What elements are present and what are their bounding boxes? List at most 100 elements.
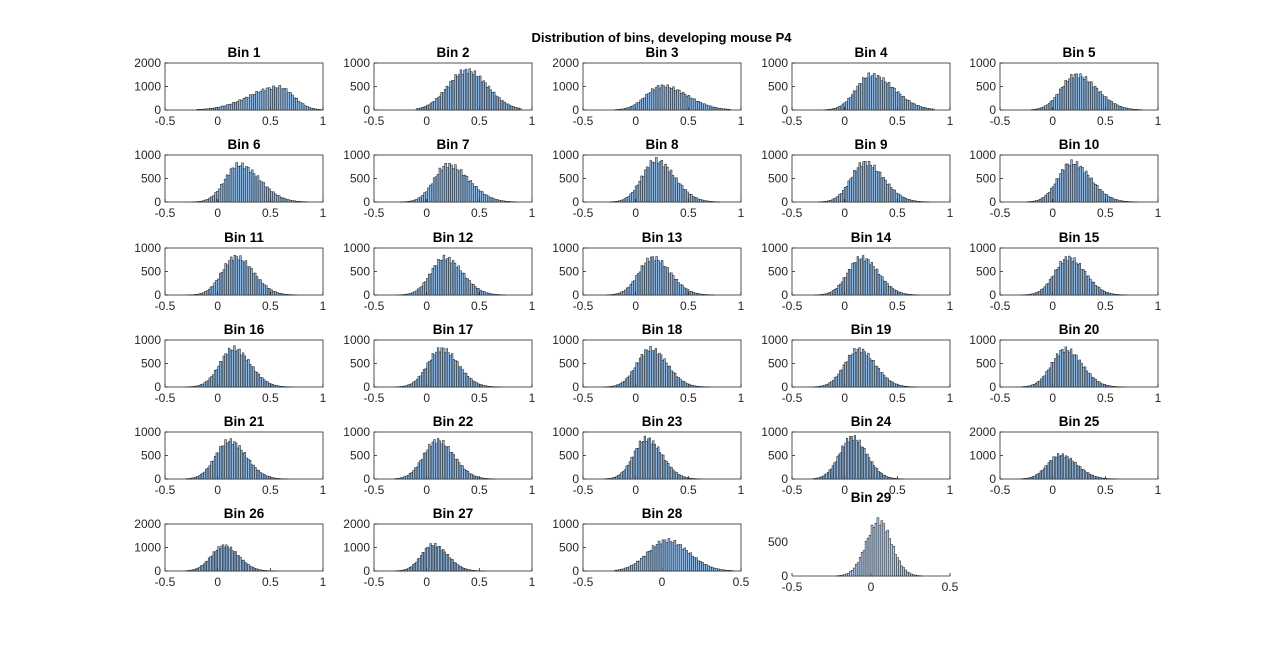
histogram-bar — [682, 476, 685, 480]
histogram-bar — [484, 82, 487, 111]
histogram-bar — [662, 266, 666, 296]
histogram-bar — [703, 103, 706, 111]
histogram-bar — [640, 442, 643, 480]
histogram-bar — [662, 454, 665, 480]
histogram-bar — [627, 286, 631, 296]
histogram-bar — [884, 179, 887, 203]
histogram-bar — [649, 550, 653, 572]
histogram-bar — [473, 186, 476, 203]
histogram-bar — [250, 366, 254, 388]
histogram-bar — [274, 291, 277, 296]
histogram-bar — [207, 288, 211, 296]
histogram-bar — [450, 353, 454, 388]
histogram-bar — [886, 283, 889, 296]
histogram-bar — [1094, 85, 1097, 111]
histogram-bar — [624, 567, 627, 572]
histogram-bar — [871, 167, 874, 203]
histogram-bar — [821, 294, 824, 296]
histogram-bar — [492, 198, 496, 203]
histogram-bar — [1066, 260, 1069, 296]
histogram-bar — [1075, 262, 1078, 296]
histogram-bar — [200, 200, 204, 203]
histogram-bar — [240, 354, 243, 388]
subplot-title: Bin 1 — [227, 45, 260, 60]
histogram-bar — [1123, 201, 1127, 203]
x-tick-label: -0.5 — [155, 299, 176, 313]
subplot-title: Bin 8 — [645, 137, 678, 152]
histogram-bar — [705, 104, 708, 111]
histogram-bar — [217, 452, 220, 480]
y-tick-label: 0 — [572, 195, 579, 209]
histogram-bar — [508, 105, 512, 111]
histogram-bar — [257, 279, 261, 296]
histogram-bar — [432, 177, 436, 203]
histogram-bar — [492, 293, 495, 296]
histogram-bar — [860, 352, 863, 388]
histogram-bar — [667, 365, 670, 388]
histogram-bar — [849, 97, 852, 111]
histogram-bar — [691, 385, 694, 388]
histogram-bar — [610, 385, 614, 388]
histogram-bar — [1064, 163, 1068, 203]
histogram-bar — [1041, 376, 1045, 388]
x-tick-label: 0 — [1049, 114, 1056, 128]
x-tick-label: -0.5 — [364, 299, 385, 313]
histogram-bar — [919, 201, 922, 203]
histogram-bar — [1099, 91, 1102, 111]
histogram-bar — [840, 281, 844, 296]
histogram-bar — [238, 99, 242, 111]
histogram-bar — [199, 384, 203, 388]
histogram-bar — [415, 290, 418, 296]
histogram-bar — [434, 176, 438, 203]
histogram-bar — [612, 385, 615, 388]
histogram-bar — [262, 182, 265, 203]
histogram-bar — [266, 381, 269, 388]
histogram-bar — [1057, 93, 1060, 111]
histogram-bar — [1116, 199, 1119, 203]
histogram-bar — [225, 174, 229, 203]
histogram-bar — [246, 97, 250, 111]
histogram-bar — [213, 456, 217, 480]
histogram-bar — [834, 197, 838, 203]
histogram-bar — [818, 386, 821, 388]
histogram-bar — [911, 102, 915, 111]
histogram-bar — [1075, 354, 1078, 388]
histogram-bar — [450, 164, 453, 203]
histogram-bar — [272, 291, 275, 296]
histogram-bar — [1040, 107, 1043, 111]
x-tick-label: 1 — [320, 299, 327, 313]
histogram-bar — [242, 98, 246, 111]
histogram-bar — [613, 294, 616, 296]
histogram-bar — [501, 100, 505, 111]
histogram-bar — [674, 90, 677, 111]
histogram-bar — [205, 468, 208, 480]
histogram-bar — [198, 201, 202, 203]
histogram-bar — [308, 106, 311, 111]
histogram-bar — [1068, 351, 1071, 388]
histogram-bar — [506, 201, 509, 203]
histogram-bar — [189, 478, 192, 480]
histogram-bar — [225, 104, 229, 111]
histogram-bar — [1061, 263, 1064, 296]
y-tick-label: 2000 — [552, 56, 579, 70]
histogram-bar — [872, 360, 875, 388]
histogram-bar — [669, 541, 673, 572]
histogram-bar — [240, 449, 243, 480]
histogram-bar — [825, 200, 828, 203]
histogram-bar — [646, 257, 649, 296]
x-tick-label: 1 — [738, 206, 745, 220]
histogram-bar — [837, 285, 840, 296]
x-tick-label: 0.5 — [1097, 206, 1114, 220]
histogram-bar — [1045, 283, 1048, 296]
histogram-bar — [199, 474, 203, 480]
histogram-bar — [633, 190, 636, 203]
histogram-bar — [915, 200, 919, 203]
histogram-bar — [280, 88, 284, 111]
histogram-bar — [867, 352, 870, 388]
histogram-bar — [872, 527, 876, 577]
